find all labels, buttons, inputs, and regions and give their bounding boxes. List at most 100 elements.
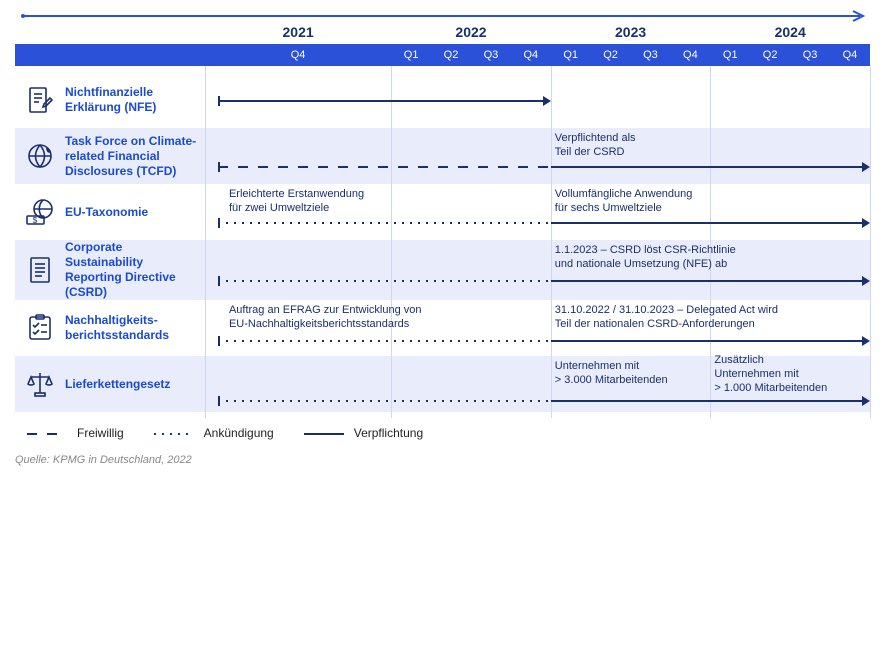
legend-item: Freiwillig: [27, 426, 124, 440]
legend: Freiwillig Ankündigung Verpflichtung: [15, 426, 870, 440]
year-header: 2021202220232024: [15, 24, 870, 40]
year-separator: [391, 234, 392, 298]
segment-arrowhead: [543, 96, 551, 106]
legend-item: Verpflichtung: [304, 426, 423, 440]
year-separator: [205, 122, 206, 184]
svg-text:$: $: [33, 216, 38, 225]
segment-solid: [551, 340, 862, 342]
segment-solid: [551, 280, 862, 282]
segment-arrowhead: [862, 396, 870, 406]
legend-label: Freiwillig: [77, 426, 124, 440]
legend-label: Verpflichtung: [354, 426, 423, 440]
row-label: Task Force on Climate-related Financial …: [65, 128, 205, 184]
year-separator: [391, 178, 392, 240]
row-label: Lieferketten­gesetz: [65, 356, 205, 412]
coin-globe-icon: $: [15, 184, 65, 240]
row-chart: Auftrag an EFRAG zur Entwicklung vonEU-N…: [205, 300, 870, 352]
year-separator: [205, 350, 206, 418]
segment-dashed: [218, 166, 551, 168]
quarter-label: Q3: [631, 49, 671, 61]
row-label: Nachhaltigkeits­berichts­standards: [65, 300, 205, 356]
year-separator: [391, 122, 392, 184]
timeline-row: Nichtfinanzielle Erklärung (NFE): [15, 72, 870, 128]
quarter-label: Q4: [511, 49, 551, 61]
row-label: Corporate Sustainability Reporting Direc…: [65, 240, 205, 300]
segment-startcap: [218, 336, 220, 346]
year-label: 2024: [710, 24, 870, 40]
source-attribution: Quelle: KPMG in Deutschland, 2022: [15, 454, 870, 466]
top-timeline-arrow: [15, 10, 870, 22]
quarter-label: Q4: [670, 49, 710, 61]
timeline-row: Lieferketten­gesetzUnternehmen mit> 3.00…: [15, 356, 870, 412]
year-separator: [710, 66, 711, 128]
segment-arrowhead: [862, 336, 870, 346]
row-note: Verpflichtend alsTeil der CSRD: [551, 132, 636, 160]
legend-swatch-dashed: [27, 433, 67, 435]
year-label: 2021: [205, 24, 391, 40]
year-separator: [205, 294, 206, 358]
segment-dotted: [218, 222, 551, 224]
year-separator: [870, 234, 871, 298]
segment-arrowhead: [862, 162, 870, 172]
year-separator: [205, 178, 206, 240]
row-note: Erleichterte Erstanwendungfür zwei Umwel…: [225, 188, 364, 216]
quarter-label: Q4: [830, 49, 870, 61]
timeline-row: Corporate Sustainability Reporting Direc…: [15, 240, 870, 300]
year-separator: [205, 234, 206, 298]
segment-solid: [218, 100, 543, 102]
scale-icon: [15, 356, 65, 412]
segment-solid: [551, 400, 862, 402]
segment-startcap: [218, 162, 220, 172]
year-separator: [870, 350, 871, 418]
year-label: 2023: [551, 24, 711, 40]
year-separator: [391, 350, 392, 418]
year-label: 2022: [391, 24, 551, 40]
timeline-row: Nachhaltigkeits­berichts­standardsAuftra…: [15, 300, 870, 356]
segment-arrowhead: [862, 218, 870, 228]
row-chart: Unternehmen mit> 3.000 Mitarbeitenden Zus…: [205, 356, 870, 412]
row-note: 1.1.2023 – CSRD löst CSR-Richtlinieund n…: [551, 244, 736, 272]
quarter-label: Q4: [205, 49, 391, 61]
year-separator: [870, 122, 871, 184]
segment-startcap: [218, 218, 220, 228]
segment-solid: [551, 166, 862, 168]
row-label: Nichtfinanzielle Erklärung (NFE): [65, 72, 205, 128]
row-label: EU-Taxonomie: [65, 184, 205, 240]
quarter-label: Q3: [471, 49, 511, 61]
legend-item: Ankündigung: [154, 426, 274, 440]
quarter-label: Q2: [591, 49, 631, 61]
segment-startcap: [218, 396, 220, 406]
row-note: ZusätzlichUnternehmen mit> 1.000 Mitarbe…: [710, 354, 827, 395]
timeline-rows: Nichtfinanzielle Erklärung (NFE)Task For…: [15, 72, 870, 412]
year-separator: [391, 66, 392, 128]
quarter-bar: Q4Q1Q2Q3Q4Q1Q2Q3Q4Q1Q2Q3Q4: [15, 44, 870, 66]
row-note: 31.10.2022 / 31.10.2023 – Delegated Act …: [551, 304, 778, 332]
segment-dotted: [218, 280, 551, 282]
quarter-label: Q2: [750, 49, 790, 61]
segment-startcap: [218, 276, 220, 286]
year-separator: [870, 294, 871, 358]
legend-label: Ankündigung: [204, 426, 274, 440]
row-note: Vollumfängliche Anwendungfür sechs Umwel…: [551, 188, 693, 216]
segment-arrowhead: [862, 276, 870, 286]
year-separator: [870, 66, 871, 128]
segment-dotted: [218, 340, 551, 342]
year-separator: [710, 122, 711, 184]
globe-leaf-icon: [15, 128, 65, 184]
legend-swatch-solid: [304, 433, 344, 435]
segment-startcap: [218, 96, 220, 106]
quarter-label: Q1: [551, 49, 591, 61]
checklist-icon: [15, 300, 65, 356]
segment-solid: [551, 222, 862, 224]
doc-lines-icon: [15, 240, 65, 300]
doc-edit-icon: [15, 72, 65, 128]
year-separator: [551, 66, 552, 128]
row-chart: Erleichterte Erstanwendungfür zwei Umwel…: [205, 184, 870, 234]
timeline-row: Task Force on Climate-related Financial …: [15, 128, 870, 184]
row-note: Unternehmen mit> 3.000 Mitarbeitenden: [551, 360, 668, 388]
row-chart: 1.1.2023 – CSRD löst CSR-Richtlinieund n…: [205, 240, 870, 292]
segment-dotted: [218, 400, 551, 402]
year-separator: [710, 178, 711, 240]
quarter-label: Q1: [710, 49, 750, 61]
row-chart: [205, 72, 870, 122]
